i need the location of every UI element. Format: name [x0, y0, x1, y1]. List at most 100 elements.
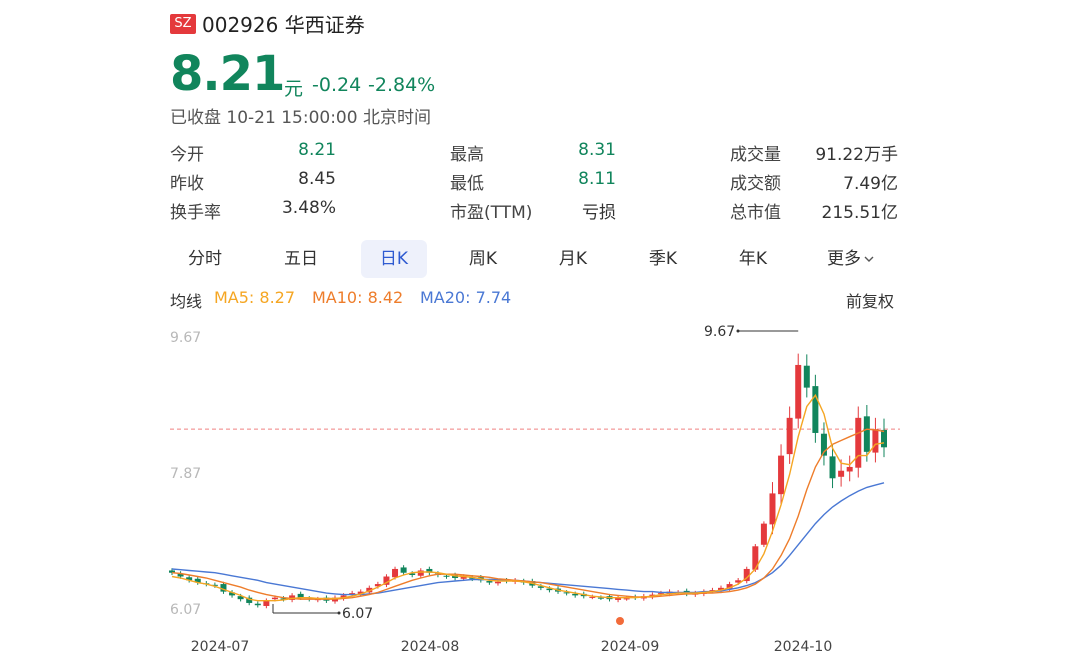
tab-label: 年K [738, 249, 768, 269]
y-axis-label: 7.87 [170, 466, 201, 482]
stat-label: 总市值 [730, 203, 781, 223]
tab-label: 分时 [188, 249, 222, 269]
stat-label: 最低 [450, 174, 484, 194]
candle-body [838, 470, 845, 477]
tab-label: 更多 [827, 249, 861, 269]
candle-body [881, 429, 887, 448]
candle-body [237, 596, 244, 600]
tab-label: 五日 [284, 249, 318, 269]
price-change: -0.24 [312, 74, 362, 96]
tab-7[interactable]: 更多 [818, 240, 884, 278]
candle-body [812, 386, 819, 433]
tab-1[interactable]: 五日 [268, 240, 334, 278]
ma10-line [171, 428, 885, 600]
ma10-legend: MA10: 8.42 [312, 288, 404, 307]
event-marker-dot [616, 617, 624, 625]
candle-body [211, 584, 218, 586]
ma20-legend: MA20: 7.74 [420, 288, 512, 307]
stat-value: 91.22万手 [815, 145, 898, 165]
stat-label: 成交量 [730, 145, 781, 165]
stat-value: 亏损 [582, 203, 616, 223]
candle-body [297, 593, 304, 598]
candle-body [289, 595, 296, 600]
x-axis-label: 2024-08 [401, 639, 460, 655]
stat-label: 市盈(TTM) [450, 203, 533, 223]
candle-body [220, 584, 227, 592]
tab-0[interactable]: 分时 [172, 240, 238, 278]
min-price-label: 6.07 [342, 606, 373, 622]
candle-body [460, 576, 467, 579]
candle-body [271, 597, 278, 600]
candle-body [589, 596, 596, 598]
tab-2[interactable]: 日K [361, 240, 427, 278]
tab-5[interactable]: 季K [630, 240, 696, 278]
candle-body [820, 433, 827, 456]
candle-body [752, 546, 759, 570]
x-axis-label: 2024-07 [191, 639, 250, 655]
stat-value: 8.11 [578, 169, 616, 189]
x-axis-label: 2024-09 [601, 639, 660, 655]
candle-body [409, 573, 416, 575]
stat-label: 昨收 [170, 174, 204, 194]
candle-body [417, 570, 424, 576]
candle-body [718, 587, 725, 591]
candle-body [743, 568, 750, 582]
ma5-line [171, 393, 885, 602]
candle-body [383, 576, 390, 585]
stock-name: 华西证券 [284, 13, 365, 37]
candle-body [246, 597, 253, 603]
candle-body [846, 466, 853, 472]
stat-label: 最高 [450, 145, 484, 165]
candle-body [735, 580, 742, 583]
candle-body [366, 587, 373, 593]
candle-body [357, 591, 364, 594]
tab-4[interactable]: 月K [540, 240, 606, 278]
price-adjust-toggle[interactable]: 前复权 [846, 292, 895, 311]
candle-body [855, 417, 862, 468]
stat-label: 今开 [170, 145, 204, 165]
candle-body [392, 568, 399, 578]
candle-body [177, 573, 184, 577]
stock-code: 002926 [202, 13, 279, 37]
price-change-percent: -2.84% [368, 74, 436, 96]
candle-body [494, 581, 501, 584]
candle-body [863, 416, 870, 452]
candle-body [452, 575, 459, 579]
chevron-down-icon [863, 249, 875, 269]
x-axis-label: 2024-10 [774, 639, 833, 655]
candle-body [623, 598, 630, 600]
candle-body [537, 586, 544, 588]
market-status: 已收盘 10-21 15:00:00 北京时间 [170, 108, 431, 128]
candle-body [829, 456, 836, 479]
stat-value: 8.31 [578, 140, 616, 160]
candle-body [726, 584, 733, 589]
candle-body [194, 578, 201, 583]
candle-body [795, 364, 802, 419]
candle-body [254, 603, 261, 606]
tab-label: 季K [648, 249, 678, 269]
ma-legend-label: 均线 [170, 292, 203, 311]
y-axis-label: 9.67 [170, 330, 201, 346]
max-price-label: 9.67 [704, 324, 735, 340]
candle-body [778, 455, 785, 495]
candle-body [572, 593, 579, 596]
ma5-legend: MA5: 8.27 [214, 288, 296, 307]
candle-body [597, 597, 604, 599]
candle-body [400, 567, 407, 573]
stat-label: 换手率 [170, 203, 221, 223]
tab-label: 日K [379, 249, 409, 269]
candle-body [374, 584, 381, 587]
candle-body [486, 581, 493, 583]
candle-body [615, 597, 622, 600]
tab-3[interactable]: 周K [450, 240, 516, 278]
candle-body [546, 588, 553, 591]
tab-label: 周K [468, 249, 498, 269]
candle-body [657, 593, 664, 595]
candle-body [803, 365, 810, 388]
tab-6[interactable]: 年K [720, 240, 786, 278]
candle-body [349, 593, 356, 595]
stat-value: 8.45 [298, 169, 336, 189]
candle-body [443, 575, 450, 577]
stat-label: 成交额 [730, 174, 781, 194]
